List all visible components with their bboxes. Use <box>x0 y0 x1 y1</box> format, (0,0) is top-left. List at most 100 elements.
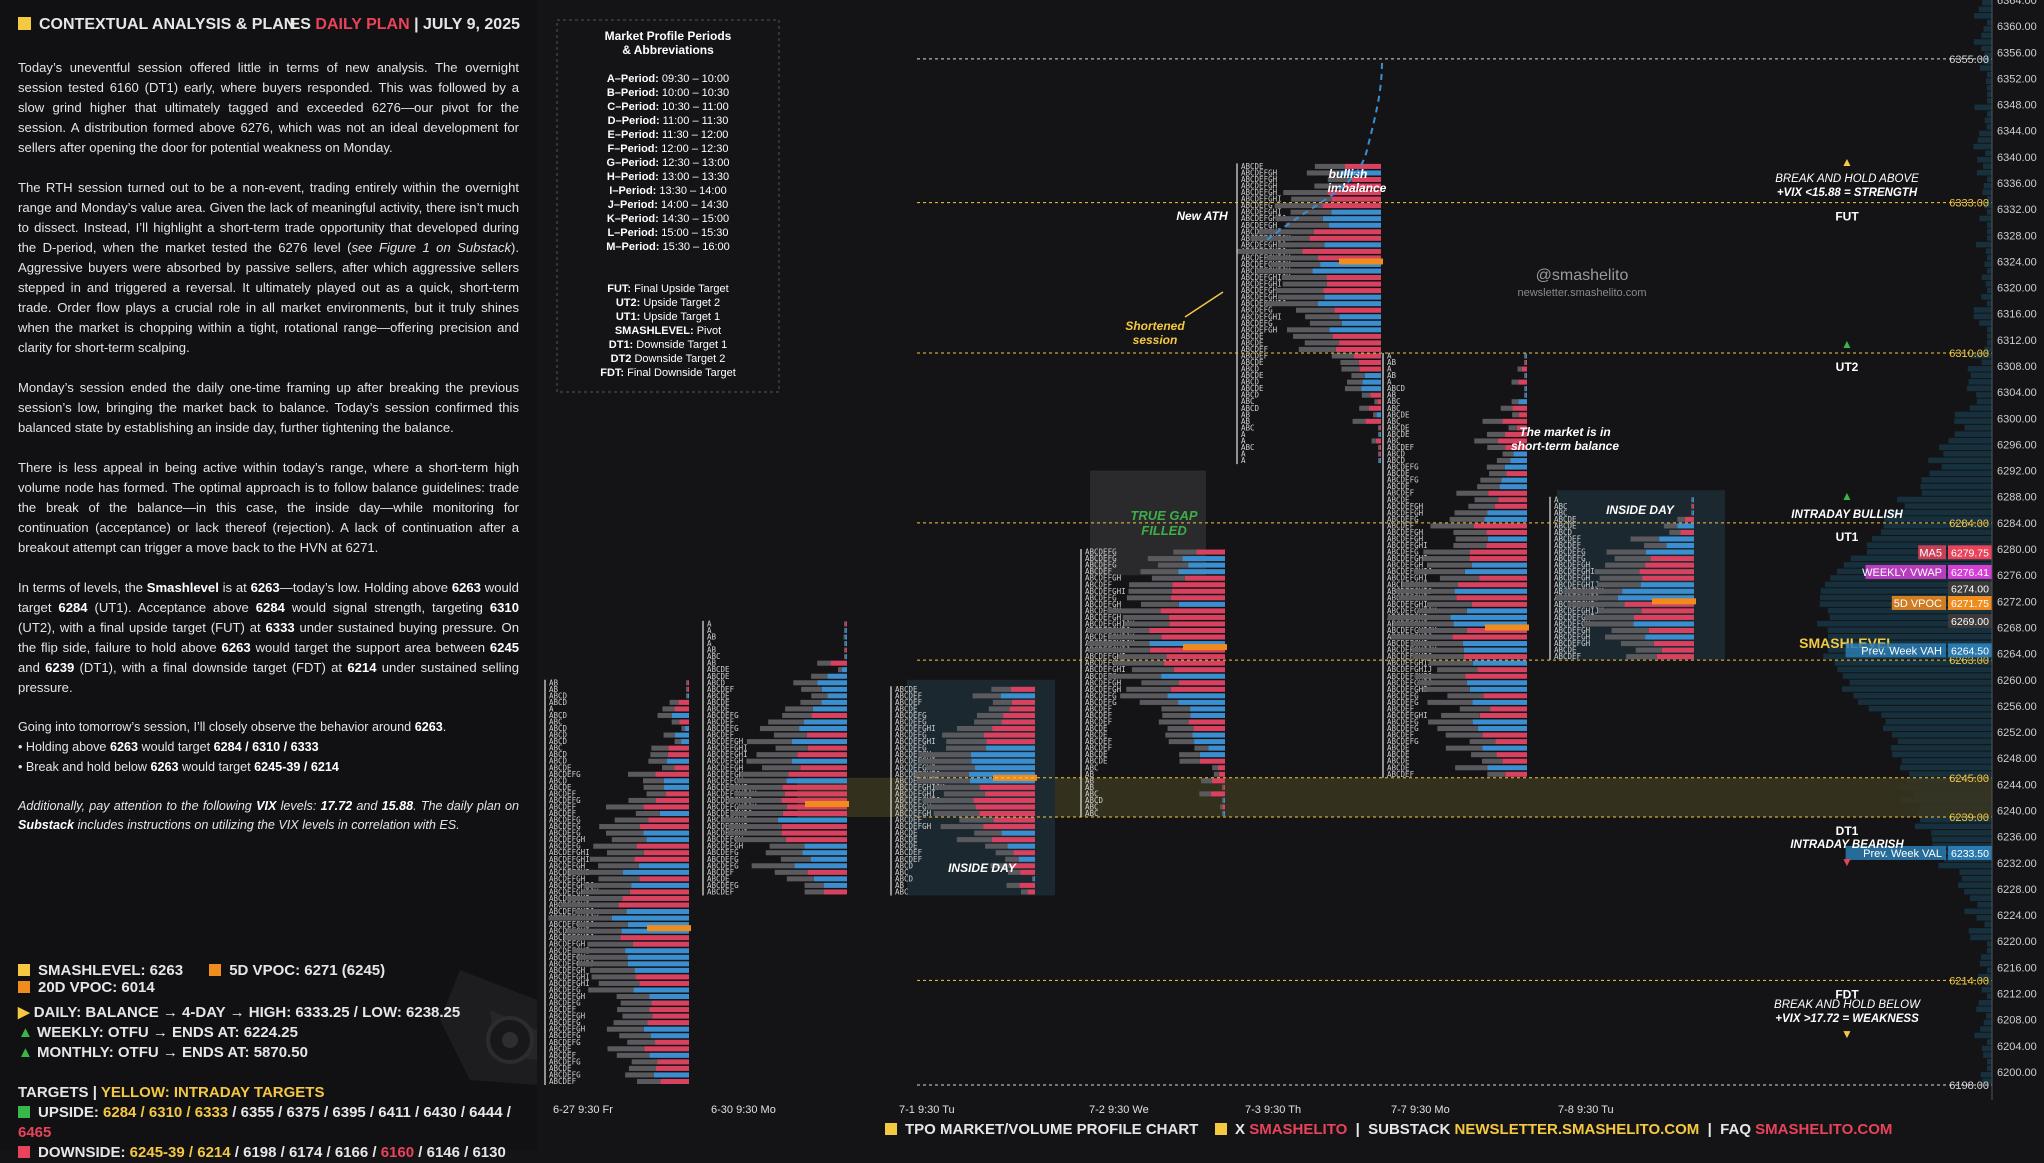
volume-bar <box>646 837 689 843</box>
tpo-letters: A <box>1387 365 1392 374</box>
mascot-logo-decoration <box>440 970 537 1085</box>
volume-bar-shadow <box>1480 477 1502 483</box>
volume-bar-shadow <box>1411 647 1464 653</box>
volume-bar-shadow <box>746 739 792 745</box>
volume-bar-shadow <box>1635 647 1662 653</box>
volume-bar <box>1525 353 1527 359</box>
volume-bar-shadow <box>663 732 676 738</box>
y-tick-label: 6208.00 <box>1997 1015 2037 1027</box>
volume-bar-shadow <box>1489 471 1507 477</box>
volume-bar-shadow <box>730 810 783 817</box>
y-tick-label: 6320.00 <box>1997 283 2037 295</box>
volume-bar <box>643 1026 689 1032</box>
tpo-letters: ABCDEFGHI <box>1241 195 1282 204</box>
volume-bar-shadow <box>844 647 846 653</box>
tpo-letters: ABCDEFG <box>1085 548 1117 557</box>
volume-bar <box>1641 608 1694 614</box>
volume-bar-shadow <box>988 706 1010 712</box>
session-poc-bar <box>1652 598 1696 605</box>
weekly-trend: ▲ WEEKLY: OTFU → ENDS AT: 6224.25 <box>18 1024 298 1041</box>
composite-volume-bar <box>1987 339 1992 346</box>
abbrev-row: DT2 Downside Target 2 <box>611 353 726 365</box>
tpo-letters: ABCDEFGH <box>1241 168 1278 177</box>
composite-volume-bar <box>1970 934 1992 941</box>
tpo-letters: A <box>707 639 712 648</box>
composite-volume-bar <box>1987 235 1992 241</box>
tpo-letters: ABC <box>1085 809 1099 818</box>
volume-bar-shadow <box>1524 386 1526 392</box>
volume-bar-shadow <box>1290 209 1332 215</box>
volume-bar-shadow <box>922 797 974 803</box>
volume-bar-shadow <box>727 830 782 836</box>
tpo-letters: ABCDEFG <box>1387 463 1419 472</box>
gap-filled-label: TRUE GAP <box>1130 508 1198 523</box>
tag-label-bg <box>1865 564 1946 579</box>
composite-volume-bar <box>1983 1019 1992 1026</box>
y-tick-label: 6348.00 <box>1997 100 2037 112</box>
volume-bar <box>1379 444 1381 450</box>
volume-bar <box>1487 510 1527 516</box>
level-name: DT1 <box>1836 824 1859 838</box>
volume-bar <box>1502 418 1527 424</box>
volume-bar <box>791 758 847 764</box>
composite-volume-bar <box>1984 261 1992 267</box>
volume-bar <box>1179 680 1225 686</box>
tpo-letters: ABCDE <box>895 704 918 713</box>
level-label: 6214.00 <box>1949 975 1989 987</box>
volume-bar <box>1472 719 1527 725</box>
y-tick-label: 6272.00 <box>1997 596 2037 608</box>
volume-bar-shadow <box>926 804 976 810</box>
volume-bar-shadow <box>1626 654 1657 660</box>
legend-5d-vpoc: 5D VPOC: 6271 (6245) <box>209 962 385 979</box>
composite-volume-bar <box>1973 39 1992 45</box>
tpo-letters: ABCDEFGH <box>549 861 586 870</box>
tpo-letters: ABCDEFGH <box>549 966 586 975</box>
volume-bar <box>1650 556 1694 562</box>
tpo-letters: ABCDEFGH <box>1241 325 1278 334</box>
tag-label-bg <box>1845 845 1946 860</box>
x-handle-link[interactable]: SMASHELITO <box>1249 1121 1348 1138</box>
volume-bar-shadow <box>782 712 812 718</box>
tpo-letters: A <box>1241 456 1246 465</box>
paragraph-4: There is less appeal in being active wit… <box>18 460 519 555</box>
tpo-letters: ABCDE <box>707 874 730 883</box>
volume-bar-shadow <box>1007 869 1021 875</box>
volume-bar-shadow <box>1147 556 1183 562</box>
volume-bar-shadow <box>1471 752 1497 758</box>
volume-bar <box>1001 719 1035 725</box>
volume-bar-shadow <box>1120 693 1168 699</box>
volume-bar-shadow <box>1428 719 1473 725</box>
volume-bar-shadow <box>1378 425 1380 431</box>
tpo-letters: ABC <box>1554 508 1568 517</box>
composite-volume-bar <box>1881 712 1992 718</box>
volume-bar <box>811 712 847 718</box>
volume-bar <box>1194 739 1225 745</box>
level-label: 6310.00 <box>1949 348 1989 360</box>
volume-bar <box>633 941 689 947</box>
green-square-icon <box>18 1106 30 1118</box>
substack-link[interactable]: NEWSLETTER.SMASHELITO.COM <box>1454 1121 1700 1138</box>
volume-bar-shadow <box>1006 882 1020 888</box>
y-tick-label: 6356.00 <box>1997 47 2037 59</box>
volume-bar-shadow <box>590 967 635 973</box>
tpo-letters: ABCDEFG <box>707 711 739 720</box>
volume-bar-shadow <box>1423 549 1470 555</box>
volume-bar <box>1501 477 1527 483</box>
watermark-url: newsletter.smashelito.com <box>1518 287 1647 299</box>
tpo-letters: ABCDEFGH <box>1387 561 1424 570</box>
composite-volume-bar <box>1987 333 1992 339</box>
volume-bar-shadow <box>1265 301 1318 307</box>
level-label: 6284.00 <box>1949 518 1989 530</box>
volume-bar-shadow <box>1378 458 1380 464</box>
tag-value: 6274.00 <box>1951 583 1989 595</box>
tpo-letters: ABCDEFGHIJK <box>895 783 945 792</box>
volume-bar <box>1173 667 1225 673</box>
volume-bar <box>644 1046 689 1052</box>
volume-bar-shadow <box>751 863 795 869</box>
faq-link[interactable]: SMASHELITO.COM <box>1755 1121 1893 1138</box>
tpo-letters: ABCDEFGH <box>1085 678 1122 687</box>
volume-bar-shadow <box>1374 399 1378 405</box>
composite-volume-bar <box>1904 503 1992 509</box>
composite-volume-bar <box>1969 895 1992 901</box>
volume-bar <box>802 850 847 856</box>
